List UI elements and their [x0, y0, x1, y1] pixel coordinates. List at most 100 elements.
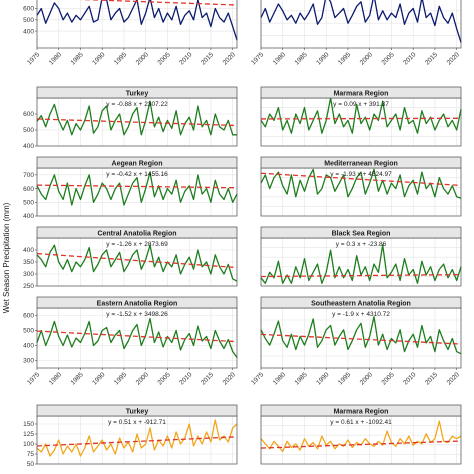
- data-point: [291, 447, 292, 448]
- trend-line: [260, 172, 462, 187]
- data-point: [93, 345, 94, 346]
- x-tick-label: 1995: [113, 51, 128, 66]
- data-point: [123, 134, 125, 136]
- data-point: [317, 24, 318, 25]
- data-point: [228, 264, 229, 265]
- data-point: [54, 104, 55, 105]
- data-point: [321, 132, 323, 134]
- y-tick-label: 250: [23, 283, 34, 290]
- x-tick-label: 2005: [156, 371, 171, 386]
- data-point: [45, 443, 46, 445]
- data-point: [443, 113, 444, 115]
- data-point: [425, 17, 427, 18]
- data-point: [75, 15, 77, 16]
- data-point: [330, 250, 331, 251]
- data-point: [339, 182, 340, 184]
- data-point: [193, 268, 194, 270]
- data-point: [425, 123, 427, 124]
- data-point: [330, 177, 331, 178]
- data-point: [339, 113, 340, 115]
- panel-8: [260, 244, 462, 284]
- data-point: [412, 333, 414, 335]
- data-point: [347, 22, 349, 24]
- data-point: [295, 266, 297, 268]
- data-point: [132, 8, 133, 9]
- data-point: [304, 438, 305, 439]
- data-point: [201, 443, 203, 445]
- data-point: [347, 269, 349, 270]
- data-point: [71, 204, 73, 206]
- data-point: [158, 331, 159, 333]
- data-point: [439, 269, 440, 270]
- data-point: [115, 453, 116, 455]
- trend-equation: y = -1.9 x + 4310.72: [332, 311, 390, 318]
- data-point: [443, 188, 444, 189]
- data-point: [391, 182, 392, 184]
- data-point: [365, 193, 366, 195]
- data-point: [215, 113, 216, 115]
- data-point: [334, 17, 336, 18]
- data-point: [295, 443, 297, 445]
- data-point: [286, 193, 288, 195]
- x-tick-label: 1995: [113, 371, 128, 386]
- data-point: [282, 340, 283, 341]
- data-point: [71, 346, 73, 348]
- data-point: [228, 188, 229, 189]
- trend-equation: y = 0.3 x + -23.86: [336, 241, 387, 248]
- data-point: [378, 120, 379, 121]
- data-point: [41, 259, 42, 260]
- x-tick-label: 2005: [156, 51, 171, 66]
- data-point: [49, 113, 51, 115]
- x-tick-label: 1980: [48, 371, 63, 386]
- data-point: [67, 445, 68, 447]
- data-point: [282, 185, 283, 187]
- x-tick-label: 1995: [337, 371, 352, 386]
- data-point: [162, 199, 164, 200]
- data-point: [201, 126, 203, 128]
- data-point: [360, 123, 362, 124]
- data-point: [347, 439, 349, 441]
- panel-title: Central Anatolia Region: [97, 230, 176, 237]
- data-point: [299, 449, 301, 451]
- panel-frames: [37, 0, 461, 464]
- panel-title: Mediterranean Region: [324, 160, 398, 167]
- data-point: [347, 196, 349, 198]
- data-point: [71, 134, 73, 136]
- data-point: [149, 171, 151, 173]
- data-point: [193, 445, 194, 447]
- data-point: [197, 105, 199, 107]
- panel-title: Marmara Region: [334, 90, 389, 97]
- data-point: [269, 448, 270, 450]
- data-point: [141, 268, 142, 270]
- x-tick-label: 1985: [70, 371, 85, 386]
- data-point: [421, 443, 423, 445]
- x-tick-label: 2010: [402, 371, 417, 386]
- data-point: [93, 451, 94, 453]
- data-point: [286, 19, 288, 21]
- panel-strip: [260, 86, 462, 99]
- data-point: [352, 15, 353, 16]
- data-point: [210, 134, 212, 136]
- data-point: [162, 445, 164, 447]
- panel-background: [261, 416, 461, 464]
- data-point: [339, 336, 340, 337]
- data-point: [386, 277, 388, 279]
- data-point: [421, 325, 423, 326]
- data-point: [101, 439, 103, 441]
- data-point: [369, 182, 370, 184]
- data-point: [408, 185, 410, 187]
- data-point: [201, 266, 203, 268]
- data-point: [317, 110, 318, 112]
- data-point: [273, 12, 275, 14]
- panel-strip: [36, 404, 238, 417]
- data-point: [265, 8, 266, 9]
- data-point: [321, 17, 323, 18]
- panel-strip: [260, 226, 462, 239]
- data-point: [62, 199, 64, 200]
- data-point: [97, 264, 99, 265]
- data-point: [278, 446, 279, 447]
- data-point: [206, 336, 207, 337]
- data-point: [54, 2, 55, 4]
- data-point: [339, 12, 340, 14]
- data-point: [265, 126, 266, 128]
